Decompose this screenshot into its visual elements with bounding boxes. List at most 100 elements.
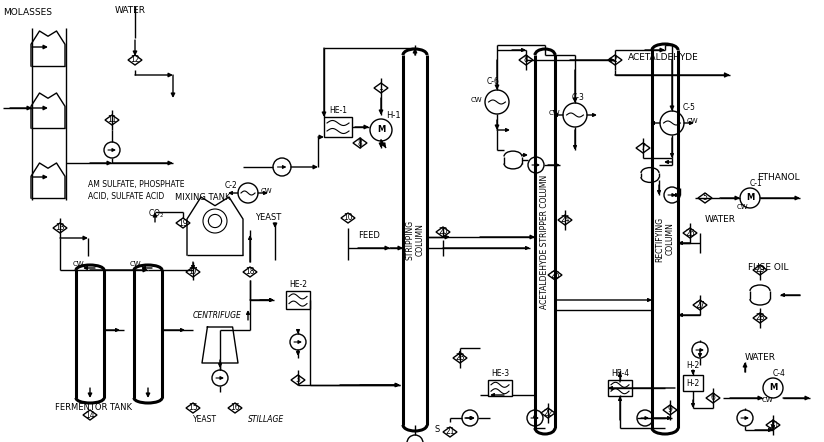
Text: $\mathregular{CO_2}$: $\mathregular{CO_2}$: [148, 208, 164, 220]
Polygon shape: [663, 405, 677, 415]
Text: WATER: WATER: [115, 6, 146, 15]
Circle shape: [485, 90, 509, 114]
Text: MOLASSES: MOLASSES: [3, 8, 52, 17]
Text: 19: 19: [178, 218, 188, 228]
Text: 3: 3: [296, 376, 301, 385]
Text: MIXING TANK: MIXING TANK: [175, 194, 231, 202]
Text: 12: 12: [130, 56, 140, 65]
Text: YEAST: YEAST: [255, 213, 281, 222]
Text: 15: 15: [188, 404, 198, 412]
Text: 1: 1: [378, 84, 383, 92]
Text: 27: 27: [695, 301, 705, 309]
Polygon shape: [83, 410, 97, 420]
Circle shape: [637, 410, 653, 426]
Text: CW: CW: [261, 188, 273, 194]
Polygon shape: [519, 55, 533, 65]
Text: RECTIFYING
COLUMN: RECTIFYING COLUMN: [655, 217, 675, 262]
Text: 6: 6: [710, 393, 715, 403]
Text: 28: 28: [756, 313, 765, 323]
Text: C-4: C-4: [773, 369, 786, 377]
Text: HE-1: HE-1: [329, 106, 347, 115]
Circle shape: [273, 158, 291, 176]
Text: 8: 8: [523, 56, 528, 65]
Polygon shape: [243, 267, 257, 277]
Polygon shape: [443, 427, 457, 437]
Polygon shape: [291, 375, 305, 385]
Polygon shape: [636, 143, 650, 153]
Polygon shape: [453, 353, 467, 363]
Polygon shape: [693, 300, 707, 310]
Polygon shape: [128, 55, 142, 65]
Text: 25: 25: [550, 271, 559, 279]
Text: C-6: C-6: [487, 77, 500, 87]
Text: WATER: WATER: [745, 354, 776, 362]
Text: 22: 22: [543, 408, 553, 418]
Polygon shape: [436, 227, 450, 237]
Text: H-2: H-2: [686, 362, 700, 370]
Text: S: S: [435, 426, 440, 434]
Text: FUSE OIL: FUSE OIL: [748, 263, 789, 273]
Text: WATER: WATER: [705, 216, 736, 225]
Circle shape: [563, 103, 587, 127]
Text: FEED: FEED: [358, 232, 380, 240]
Circle shape: [290, 334, 306, 350]
Polygon shape: [374, 83, 388, 93]
Polygon shape: [228, 403, 242, 413]
Circle shape: [212, 370, 228, 386]
Polygon shape: [186, 403, 200, 413]
Polygon shape: [698, 193, 712, 203]
Circle shape: [528, 157, 544, 173]
Polygon shape: [341, 213, 355, 223]
Text: 16: 16: [230, 404, 240, 412]
Text: ACETALDEHYDE: ACETALDEHYDE: [628, 53, 699, 62]
Text: ACID, SULFATE ACID: ACID, SULFATE ACID: [88, 191, 164, 201]
Text: 10: 10: [343, 213, 353, 222]
Circle shape: [692, 342, 708, 358]
Text: 11: 11: [107, 115, 117, 125]
Circle shape: [407, 435, 423, 442]
Circle shape: [238, 183, 258, 203]
Text: HE-4: HE-4: [611, 369, 629, 378]
Text: 9: 9: [667, 405, 672, 415]
Text: FERMENTOR TANK: FERMENTOR TANK: [55, 404, 132, 412]
Text: C-5: C-5: [683, 103, 696, 111]
Text: STILLAGE: STILLAGE: [248, 415, 284, 424]
Circle shape: [763, 378, 783, 398]
Text: 26: 26: [686, 229, 695, 237]
Text: CW: CW: [471, 97, 482, 103]
Polygon shape: [186, 267, 200, 277]
Polygon shape: [53, 223, 67, 233]
Circle shape: [462, 410, 478, 426]
Text: HE-3: HE-3: [491, 369, 509, 378]
Polygon shape: [753, 265, 767, 275]
Text: 2: 2: [612, 56, 617, 65]
Text: M: M: [746, 194, 754, 202]
Text: CW: CW: [73, 261, 85, 267]
Text: 24: 24: [560, 216, 570, 225]
Polygon shape: [176, 218, 190, 228]
Polygon shape: [353, 138, 367, 148]
Bar: [608, 380, 632, 396]
Text: 18: 18: [246, 267, 255, 277]
Text: C-1: C-1: [750, 179, 763, 187]
Text: CW: CW: [130, 261, 142, 267]
Text: 29: 29: [755, 266, 765, 274]
Polygon shape: [548, 270, 562, 280]
Circle shape: [737, 410, 753, 426]
Text: 20: 20: [438, 228, 447, 236]
Text: M: M: [377, 126, 385, 134]
Text: STRIPPING
COLUMN: STRIPPING COLUMN: [405, 220, 424, 260]
Polygon shape: [766, 420, 780, 430]
Circle shape: [527, 410, 543, 426]
Text: CENTRIFUGE: CENTRIFUGE: [193, 310, 242, 320]
Text: 30: 30: [768, 420, 778, 430]
Text: CW: CW: [687, 118, 699, 124]
Text: CW: CW: [549, 110, 560, 116]
Text: AM SULFATE, PHOSPHATE: AM SULFATE, PHOSPHATE: [88, 180, 185, 190]
Polygon shape: [608, 55, 622, 65]
Text: 5: 5: [703, 194, 708, 202]
Polygon shape: [683, 228, 697, 238]
Text: YEAST: YEAST: [193, 415, 217, 423]
Text: CW: CW: [762, 397, 774, 403]
Circle shape: [664, 187, 680, 203]
